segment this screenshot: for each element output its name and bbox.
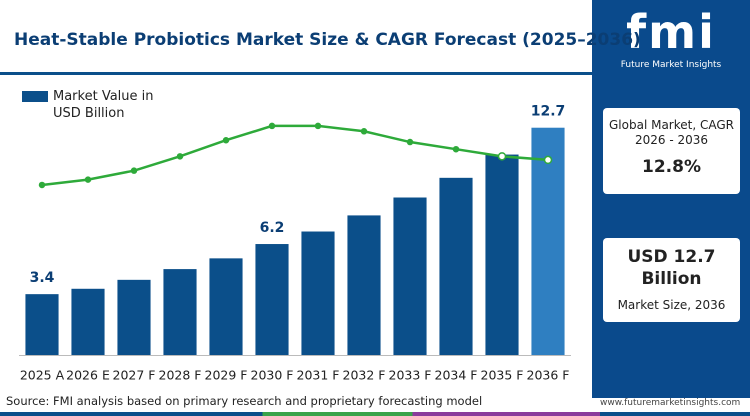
logo: fmi Future Market Insights [592,4,750,70]
logo-mark: fmi [626,5,716,59]
trend-line [41,124,549,187]
bar [25,294,59,355]
trend-point [176,153,184,160]
x-tick-label: 2031 F [297,368,340,383]
x-tick-label: 2030 F [251,368,294,383]
size-card: USD 12.7 Billion Market Size, 2036 [603,238,740,322]
bar [393,197,427,355]
bar [209,258,243,355]
bar [531,127,565,355]
trend-point [222,136,230,144]
x-tick-label: 2034 F [435,368,478,383]
bar [255,244,289,355]
size-value: USD 12.7 Billion [627,247,716,289]
x-tick-label: 2027 F [113,368,156,383]
x-tick-label: 2028 F [159,368,202,383]
side-panel [592,0,750,398]
size-caption: Market Size, 2036 [617,298,726,312]
bar [485,154,519,355]
source-note: Source: FMI analysis based on primary re… [6,394,483,408]
label-box [23,266,61,289]
trend-point [130,167,138,174]
trend-point [38,181,46,189]
chart-title: Heat-Stable Probiotics Market Size & CAG… [14,30,641,50]
cagr-card: Global Market, CAGR 2026 - 2036 12.8% [603,108,740,194]
x-tick-label: 2029 F [205,368,248,383]
value-label: 3.4 [30,270,55,286]
bar [439,177,473,355]
title-rule [0,72,592,75]
trend-point [268,122,276,130]
chart: 2025 A 2026 E 2027 F 2028 F 2029 F 2030 F 2031… [19,104,571,383]
legend-label: Market Value in USD Billion [53,89,154,121]
value-label: 12.7 [531,104,566,120]
bar [301,231,335,355]
trend-point [406,138,414,146]
value-label: 6.2 [260,220,285,236]
x-tick-label: 2036 F [527,368,570,383]
trend-point [497,152,507,161]
bar [117,279,151,355]
x-tick-label: 2026 E [66,368,110,383]
trend-point [452,145,460,153]
x-tick-label: 2033 F [389,368,432,383]
trend-point [314,122,322,130]
trend-point [84,176,92,183]
bar [347,215,381,355]
legend-swatch [22,91,48,102]
logo-name: Future Market Insights [620,60,722,70]
label-box [253,216,291,239]
website: www.futuremarketinsights.com [600,398,741,408]
legend: Market Value in USD Billion [22,88,182,122]
x-tick-label: 2032 F [343,368,386,383]
cagr-caption: Global Market, CAGR 2026 - 2036 [609,118,734,147]
trend-point [360,128,368,135]
bottom-strip [0,412,750,416]
cagr-value: 12.8% [642,157,701,177]
bar [163,269,197,355]
x-tick-label: 2035 F [481,368,524,383]
trend-point [543,155,553,165]
bar [71,288,105,355]
x-tick-label: 2025 A [20,368,65,383]
